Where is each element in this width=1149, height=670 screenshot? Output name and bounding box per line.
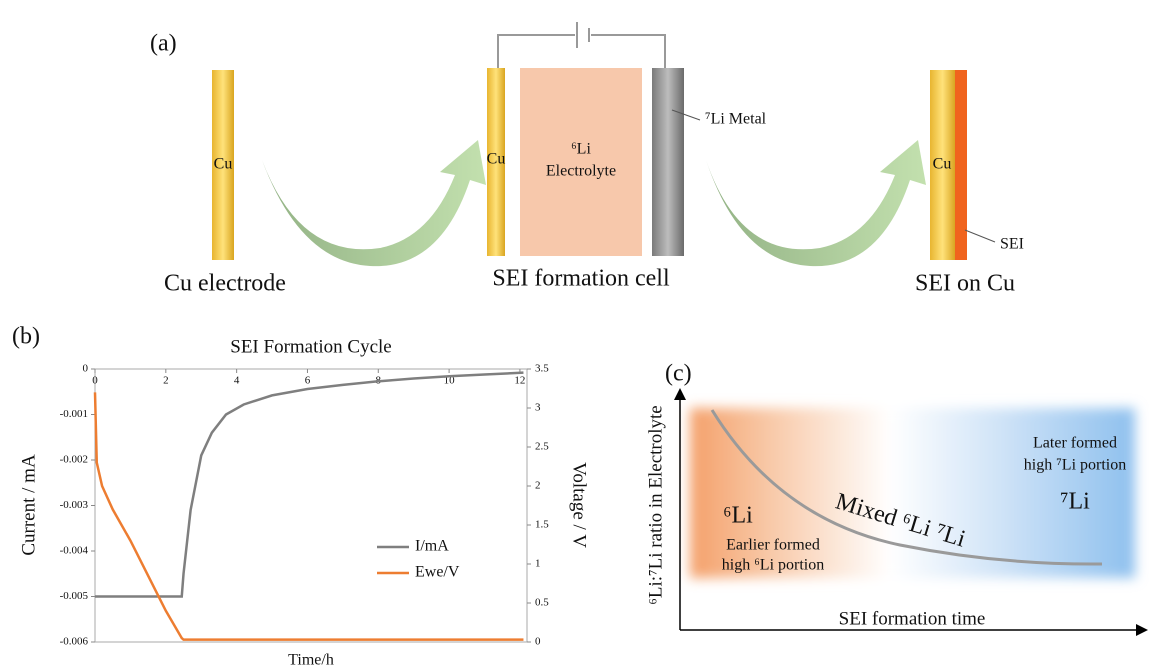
x-tick-label: 2 xyxy=(163,375,169,387)
caption: SEI formation cell xyxy=(492,266,670,292)
legend-label: Ewe/V xyxy=(415,564,460,581)
x-axis-label: Time/h xyxy=(288,652,334,669)
data-line xyxy=(95,392,523,639)
li-metal-label: ⁷Li Metal xyxy=(705,111,767,128)
cu-label: Cu xyxy=(214,156,233,173)
panel-label: (b) xyxy=(12,324,40,350)
electrolyte-label: ⁶Li xyxy=(571,141,591,158)
sei-label: SEI xyxy=(1000,236,1024,253)
note: Earlier formed xyxy=(726,537,820,554)
y2-tick-label: 0 xyxy=(535,636,541,648)
cu-label: Cu xyxy=(487,151,506,168)
y2-tick-label: 1 xyxy=(535,558,541,570)
y-tick-label: 0 xyxy=(83,363,89,375)
y-tick-label: -0.004 xyxy=(60,545,89,557)
note: high ⁶Li portion xyxy=(722,557,824,574)
li-metal xyxy=(652,68,684,256)
y2-tick-label: 3 xyxy=(535,402,541,414)
y-tick-label: -0.003 xyxy=(60,499,89,511)
panel-a: (a) Cu Cu electrode Cu ⁶Li Electrolyte ⁷… xyxy=(150,22,1024,297)
x-tick-label: 6 xyxy=(305,375,311,387)
y-tick-label: -0.006 xyxy=(60,636,89,648)
y2-tick-label: 3.5 xyxy=(535,363,549,375)
process-arrow xyxy=(706,140,926,266)
electrolyte-label: Electrolyte xyxy=(546,163,616,180)
axis-arrow xyxy=(674,388,686,400)
process-arrow xyxy=(262,140,486,266)
isotope-label: ⁶Li xyxy=(723,503,753,529)
panel-label: (c) xyxy=(665,361,692,387)
y-tick-label: -0.001 xyxy=(60,408,88,420)
caption: SEI on Cu xyxy=(915,271,1015,297)
wire xyxy=(498,35,665,70)
y2-tick-label: 1.5 xyxy=(535,519,549,531)
y-tick-label: -0.002 xyxy=(60,454,88,466)
caption: Cu electrode xyxy=(164,271,286,297)
y2-tick-label: 2 xyxy=(535,480,541,492)
axis-arrow xyxy=(1136,624,1148,636)
panel-b: (b) SEI Formation Cycle Time/h Current /… xyxy=(12,324,590,669)
x-axis-label: SEI formation time xyxy=(839,608,986,629)
y-axis-label: ⁶Li:⁷Li ratio in Electrolyte xyxy=(645,405,666,605)
y2-tick-label: 0.5 xyxy=(535,597,549,609)
x-tick-label: 4 xyxy=(234,375,240,387)
y-axis-label: Current / mA xyxy=(18,454,39,556)
legend-label: I/mA xyxy=(415,538,449,555)
isotope-label: ⁷Li xyxy=(1060,489,1090,515)
y2-tick-label: 2.5 xyxy=(535,441,549,453)
x-tick-label: 12 xyxy=(514,375,525,387)
y2-axis-label: Voltage / V xyxy=(569,462,590,548)
figure: (a) Cu Cu electrode Cu ⁶Li Electrolyte ⁷… xyxy=(0,0,1149,670)
note: high ⁷Li portion xyxy=(1024,457,1126,474)
y-tick-label: -0.005 xyxy=(60,590,89,602)
leader xyxy=(965,230,995,242)
note: Later formed xyxy=(1033,435,1117,452)
chart-title: SEI Formation Cycle xyxy=(230,336,391,357)
sei-layer xyxy=(955,70,967,260)
panel-label: (a) xyxy=(150,31,177,57)
panel-c: (c) ⁶Li:⁷Li ratio in Electrolyte SEI for… xyxy=(645,361,1148,637)
wire xyxy=(498,35,575,70)
cu-label: Cu xyxy=(933,156,952,173)
x-tick-label: 0 xyxy=(92,375,98,387)
